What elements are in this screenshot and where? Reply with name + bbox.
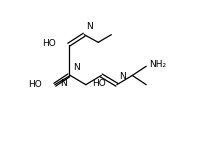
Text: HO: HO bbox=[28, 80, 42, 89]
Text: HO: HO bbox=[42, 39, 56, 48]
Text: N: N bbox=[60, 79, 66, 88]
Text: N: N bbox=[87, 22, 93, 31]
Text: N: N bbox=[73, 63, 79, 72]
Text: NH₂: NH₂ bbox=[149, 60, 167, 69]
Text: HO: HO bbox=[92, 79, 106, 88]
Text: N: N bbox=[119, 72, 126, 81]
